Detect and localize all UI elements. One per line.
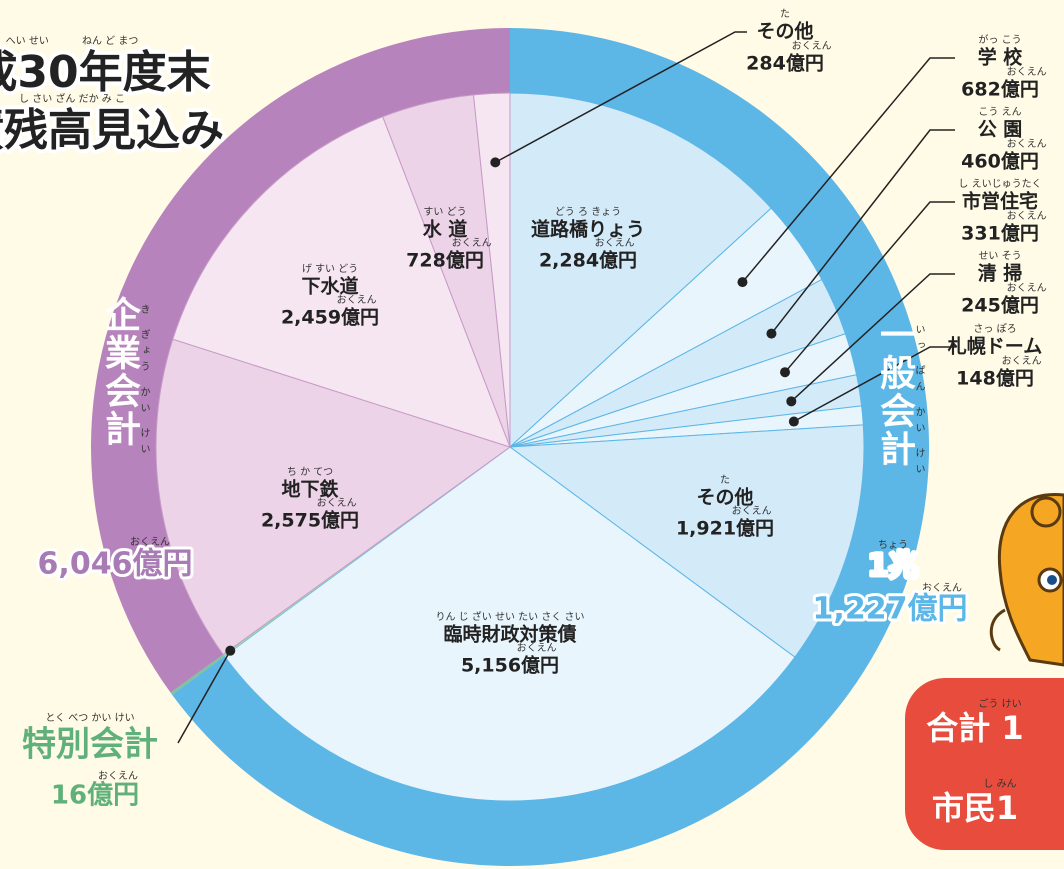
slice-name: 市営住宅 <box>962 190 1038 213</box>
slice-reading: こう えん <box>978 106 1021 118</box>
callout-line <box>770 129 955 335</box>
unit-reading: おくえん <box>1002 355 1042 367</box>
slice-reading: ち か てつ <box>287 466 333 478</box>
value-label: 728億円 <box>406 249 484 272</box>
callout-line <box>793 346 955 423</box>
slice-reading: せい そう <box>978 250 1021 262</box>
value-label: 682億円 <box>961 78 1039 101</box>
slice-name: 札幌ドーム <box>947 335 1042 358</box>
slice-reading: し えいじゅうたく <box>958 178 1041 190</box>
pie-slice <box>508 424 865 658</box>
slice-name: その他 <box>756 20 813 43</box>
slice-name: 道路橋りょう <box>531 218 645 241</box>
callout-dot <box>225 645 236 656</box>
pie-slice <box>223 446 796 802</box>
slice-name: 下水道 <box>301 275 358 298</box>
group-reading: き ぎょう かい けい <box>138 304 150 460</box>
callout-line <box>790 273 955 402</box>
slice-name: 公 園 <box>978 119 1023 141</box>
callout-dot <box>788 416 799 427</box>
unit-reading: おくえん <box>595 237 635 249</box>
callout-dot <box>786 396 797 407</box>
callout-line <box>177 650 231 744</box>
callout-dot <box>737 277 748 288</box>
value-label: 2,284億円 <box>539 249 637 272</box>
slice-reading: どう ろ きょう <box>555 206 621 218</box>
unit-reading: おくえん <box>130 536 170 548</box>
unit-reading: おくえん <box>98 770 138 782</box>
slice-reading: りん じ ざい せい たい さく さい <box>435 610 584 623</box>
value-label: 284億円 <box>746 52 824 75</box>
slice-name: その他 <box>696 486 753 509</box>
slice-name: 地下鉄 <box>281 478 338 501</box>
value-label: 245億円 <box>961 294 1039 317</box>
slice-reading: さっ ぽろ <box>973 323 1016 335</box>
value-label: 5,156億円 <box>461 654 559 677</box>
title-reading: し さい ざん だか み こ <box>19 92 125 105</box>
unit-reading: おくえん <box>792 40 832 52</box>
group-value-reading: ちょう <box>878 539 908 551</box>
unit-reading: おくえん <box>452 237 492 249</box>
pie-slice <box>172 116 511 448</box>
slice-name: 学 校 <box>978 46 1024 69</box>
pie-slice <box>509 92 772 449</box>
callout-line <box>494 31 747 164</box>
badge-reading: し みん <box>983 778 1016 790</box>
callout-line <box>784 201 955 373</box>
value-label: 460億円 <box>961 150 1039 173</box>
pie-slice <box>155 338 512 656</box>
group-name: 特別会計 <box>22 725 158 765</box>
group-reading: いっ ぱん かい けい <box>913 324 925 480</box>
slice-name: 水 道 <box>423 218 468 241</box>
group-value: 16億円 <box>51 781 139 811</box>
total-badge <box>905 678 1064 850</box>
group-name: 一般会計 <box>874 316 916 468</box>
group-ring <box>170 654 225 695</box>
slice-reading: がっ こう <box>978 33 1021 46</box>
slice-reading: げ すい どう <box>302 263 358 275</box>
group-value: 1兆 <box>868 549 919 584</box>
group-name: 企業会計 <box>99 295 141 448</box>
callout-dot <box>766 328 777 339</box>
unit-reading: おくえん <box>317 497 357 509</box>
callout-dot <box>780 367 791 378</box>
unit-reading: おくえん <box>1007 210 1047 222</box>
value-label: 1,921億円 <box>676 517 774 540</box>
unit-reading: おくえん <box>517 642 557 654</box>
unit-reading: おくえん <box>1007 282 1047 294</box>
unit-reading: おくえん <box>1007 66 1047 78</box>
value-label: 331億円 <box>961 222 1039 245</box>
title: 市債残高見込み <box>0 105 224 156</box>
unit-reading: おくえん <box>922 582 962 594</box>
slice-name: 清 掃 <box>978 262 1023 285</box>
unit-reading: おくえん <box>732 505 772 517</box>
badge-reading: ごう けい <box>978 697 1021 710</box>
mascot <box>989 492 1064 667</box>
slice-reading: すい どう <box>423 206 466 218</box>
badge-text: 合計 1 <box>926 709 1023 747</box>
callout-dot <box>490 157 501 168</box>
title: 平成30年度末 <box>0 47 211 98</box>
badge-text: 市民1 <box>932 789 1018 827</box>
group-value: 6,046億円 <box>38 547 193 582</box>
value-label: 2,575億円 <box>261 509 359 532</box>
unit-reading: おくえん <box>337 294 377 306</box>
value-label: 2,459億円 <box>281 306 379 329</box>
group-value: 1,227億円 <box>813 592 968 627</box>
group-reading: とく べつ かい けい <box>45 712 134 724</box>
value-label: 148億円 <box>956 367 1034 390</box>
callout-line <box>741 57 955 283</box>
unit-reading: おくえん <box>1007 138 1047 150</box>
slice-reading: た <box>720 474 730 486</box>
title-reading: へい せい ねん ど まつ <box>6 35 139 47</box>
group-ring <box>91 28 511 693</box>
slice-name: 臨時財政対策債 <box>443 623 576 646</box>
slice-reading: た <box>780 8 790 20</box>
pie-slice <box>472 92 511 448</box>
